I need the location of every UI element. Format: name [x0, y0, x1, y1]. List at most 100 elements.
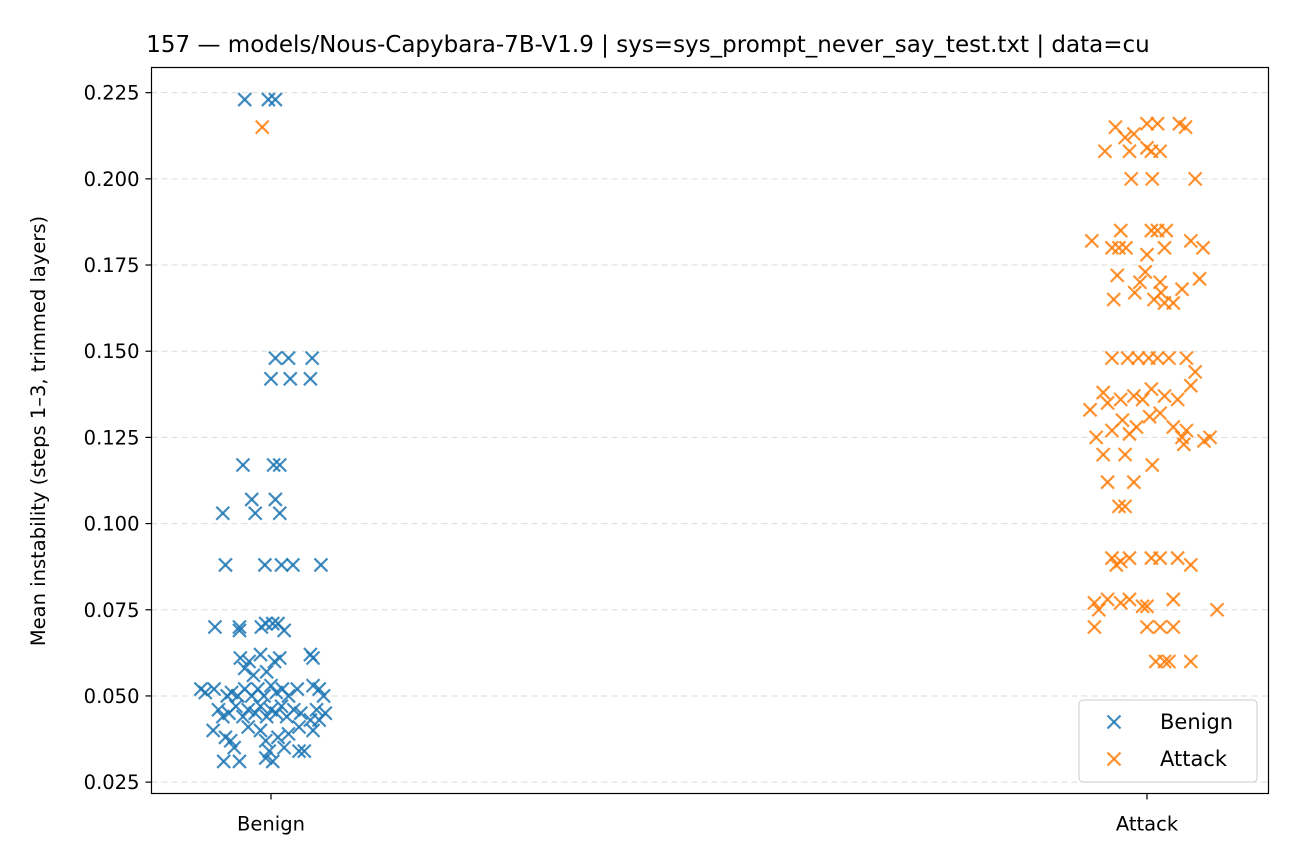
- attack-point: [1088, 430, 1104, 445]
- attack-point: [1104, 423, 1120, 438]
- series-attack: [254, 116, 1225, 669]
- benign-point: [198, 685, 213, 700]
- attack-point: [1111, 240, 1127, 256]
- attack-point: [1150, 116, 1165, 131]
- benign-point: [316, 688, 331, 704]
- attack-point: [1187, 171, 1203, 187]
- attack-point: [1178, 119, 1193, 135]
- benign-point: [291, 719, 307, 735]
- attack-point: [1179, 423, 1194, 438]
- benign-point: [257, 557, 273, 573]
- attack-point: [1157, 654, 1172, 669]
- attack-point: [1166, 619, 1181, 635]
- attack-point: [1087, 619, 1102, 635]
- attack-point: [1095, 385, 1111, 400]
- benign-point: [304, 350, 320, 366]
- legend-label-benign: Benign: [1160, 710, 1233, 734]
- attack-point: [1139, 116, 1155, 131]
- benign-point: [265, 754, 281, 769]
- attack-point: [1144, 381, 1159, 397]
- benign-point: [268, 705, 284, 721]
- y-tick-label: 0.125: [84, 426, 140, 449]
- benign-point: [276, 623, 292, 638]
- attack-point: [1150, 350, 1165, 366]
- attack-point: [1109, 557, 1124, 573]
- benign-point: [311, 681, 327, 697]
- benign-point: [261, 92, 276, 107]
- benign-point: [263, 371, 279, 387]
- attack-point: [1104, 240, 1120, 256]
- attack-point: [1166, 295, 1181, 311]
- benign-point: [268, 92, 283, 107]
- benign-point: [270, 730, 286, 745]
- attack-point: [1120, 350, 1136, 366]
- benign-point: [263, 678, 279, 693]
- attack-point: [1152, 619, 1168, 635]
- benign-point: [237, 92, 252, 107]
- benign-point: [293, 705, 309, 721]
- attack-point: [1187, 364, 1203, 380]
- benign-point: [303, 371, 318, 387]
- benign-point: [235, 457, 251, 473]
- legend: Benign Attack: [1078, 699, 1258, 783]
- benign-point: [274, 557, 289, 573]
- attack-point: [1152, 405, 1168, 421]
- benign-point: [207, 619, 223, 635]
- benign-point: [206, 681, 222, 697]
- benign-point: [216, 754, 231, 769]
- y-tick-label: 0.100: [84, 513, 140, 536]
- attack-point: [1113, 223, 1128, 238]
- attack-point: [1087, 595, 1102, 611]
- benign-point: [247, 505, 263, 521]
- benign-point: [265, 616, 281, 631]
- benign-point: [232, 623, 247, 638]
- attack-point: [1144, 223, 1159, 238]
- attack-point: [1126, 388, 1142, 404]
- benign-point: [285, 557, 301, 573]
- benign-point: [261, 743, 277, 759]
- benign-point: [272, 650, 288, 666]
- attack-point: [1106, 292, 1121, 307]
- attack-point: [1202, 430, 1218, 445]
- attack-point: [1183, 378, 1199, 393]
- y-tick-label: 0.175: [84, 254, 140, 277]
- benign-point: [259, 664, 274, 680]
- attack-point: [1117, 499, 1133, 514]
- attack-point: [1183, 654, 1199, 669]
- y-tick-label: 0.050: [84, 685, 140, 708]
- benign-point: [272, 505, 288, 521]
- attack-point: [1100, 395, 1115, 411]
- benign-point: [276, 740, 292, 755]
- x-tick-label: Benign: [237, 813, 305, 836]
- attack-point: [1135, 599, 1150, 614]
- benign-point: [228, 699, 244, 714]
- attack-point: [1144, 171, 1160, 187]
- attack-point: [1084, 233, 1100, 249]
- benign-point: [266, 457, 281, 473]
- attack-point: [254, 119, 270, 135]
- benign-point: [253, 723, 268, 738]
- attack-point: [1195, 240, 1211, 256]
- attack-point: [1139, 247, 1155, 262]
- benign-point: [240, 719, 256, 735]
- x-axis-ticks: Benign Attack: [237, 793, 1179, 836]
- attack-point: [1183, 557, 1199, 573]
- attack-point: [1100, 474, 1115, 490]
- attack-point: [1137, 264, 1153, 280]
- benign-point: [281, 726, 296, 742]
- benign-point: [258, 733, 274, 749]
- benign-point: [281, 350, 296, 366]
- y-axis-ticks: 0.025 0.050 0.075 0.100 0.125 0.150 0.175 0.200…: [84, 82, 152, 794]
- attack-point: [1122, 592, 1137, 607]
- chart-title: 157 — models/Nous-Capybara-7B-V1.9 | sys…: [146, 32, 1149, 58]
- benign-point: [282, 371, 298, 387]
- benign-point: [211, 702, 226, 718]
- attack-point: [1123, 171, 1139, 187]
- y-axis-label: Mean instability (steps 1–3, trimmed lay…: [27, 216, 50, 646]
- benign-point: [305, 650, 321, 666]
- benign-point: [305, 723, 321, 738]
- attack-point: [1111, 499, 1127, 514]
- attack-point: [1161, 654, 1177, 669]
- legend-label-attack: Attack: [1160, 747, 1228, 771]
